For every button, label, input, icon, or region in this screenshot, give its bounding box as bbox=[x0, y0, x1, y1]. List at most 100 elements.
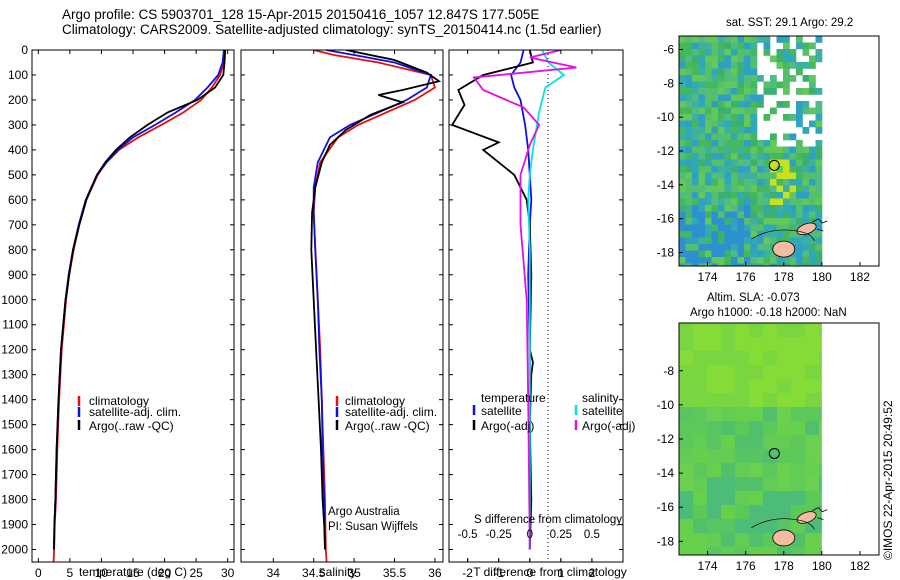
sla-map-xticks: 174 176 178 180 182 bbox=[698, 551, 870, 573]
sst-map-cell bbox=[705, 244, 712, 251]
sst-map-cell bbox=[789, 166, 797, 173]
sst-map-cell bbox=[783, 81, 790, 89]
sst-map-cell bbox=[698, 211, 706, 219]
sst-map-xtick-label: 180 bbox=[812, 270, 832, 284]
temperature-ytick-label: 600 bbox=[8, 193, 28, 207]
sst-map-cell bbox=[783, 133, 790, 141]
sla-map-cell bbox=[707, 463, 722, 478]
sla-map-cell bbox=[805, 449, 820, 464]
sla-map-cell bbox=[791, 477, 806, 492]
sst-map-cell bbox=[783, 159, 790, 167]
sst-map-cell bbox=[685, 42, 693, 50]
sst-map-cell bbox=[698, 49, 706, 56]
sst-map-cell bbox=[789, 49, 797, 56]
sst-map-cell bbox=[770, 192, 777, 199]
sst-map-cell bbox=[763, 198, 771, 206]
sst-map-cell bbox=[796, 172, 803, 180]
sla-map-cell bbox=[777, 463, 792, 478]
sst-map-cell bbox=[724, 224, 732, 232]
sla-map-cell bbox=[735, 533, 750, 548]
figure-title-line2: Climatology: CARS2009. Satellite-adjuste… bbox=[62, 22, 602, 37]
sst-map-cell bbox=[737, 68, 745, 76]
sst-map-cell bbox=[724, 94, 732, 102]
sst-map-cell bbox=[685, 257, 693, 264]
sst-map-xtick-label: 182 bbox=[850, 270, 870, 284]
temperature-frame bbox=[31, 49, 235, 563]
sst-map-cell bbox=[750, 159, 758, 167]
sst-map-cell bbox=[685, 172, 693, 180]
sla-map-cell bbox=[679, 407, 694, 422]
sst-map-cell bbox=[815, 36, 823, 43]
sla-map-cell bbox=[819, 351, 822, 366]
sst-map-cell bbox=[750, 237, 758, 245]
sst-map-cell bbox=[685, 75, 693, 82]
sst-map-cell bbox=[711, 257, 719, 264]
sst-map-cell bbox=[815, 140, 823, 147]
salinity-annotation-line2: PI: Susan Wijffels bbox=[328, 521, 418, 533]
sst-map-cell bbox=[802, 42, 810, 50]
sst-map-cell bbox=[809, 166, 816, 173]
sst-map-cell bbox=[789, 205, 797, 212]
sst-map-cell bbox=[763, 36, 771, 43]
sst-map-cell bbox=[750, 81, 758, 89]
sst-map-cell bbox=[698, 198, 706, 206]
sla-map-cell bbox=[791, 351, 806, 366]
sst-map-cell bbox=[724, 192, 732, 199]
sst-map-cell bbox=[737, 88, 745, 95]
sla-map-cell bbox=[707, 337, 722, 352]
sst-map-cell bbox=[783, 205, 790, 212]
difference-top-xlabel: S difference from climatology bbox=[474, 514, 622, 526]
sla-map-cell bbox=[735, 477, 750, 492]
sla-map-cell bbox=[679, 533, 694, 548]
sst-map-cell bbox=[796, 159, 803, 167]
salinity-xlabel: salinity bbox=[320, 565, 357, 579]
sst-map-cell bbox=[783, 231, 790, 238]
sst-map-cell bbox=[744, 153, 751, 160]
sst-map-cell bbox=[724, 153, 732, 160]
sst-map-cell bbox=[718, 75, 725, 82]
sst-map-cell bbox=[731, 231, 738, 238]
sst-map-cell bbox=[692, 55, 699, 63]
sst-map-cell bbox=[737, 101, 745, 108]
sst-map-cell bbox=[789, 263, 797, 266]
sla-map-cell bbox=[679, 421, 694, 436]
difference-top-xtick-label: -0.5 bbox=[458, 529, 478, 541]
sla-map-cell bbox=[763, 337, 778, 352]
sst-map-cell bbox=[724, 140, 732, 147]
sla-map-xtick-label: 178 bbox=[774, 559, 794, 573]
sst-map-cell bbox=[750, 231, 758, 238]
sst-map-cell bbox=[770, 198, 777, 206]
sst-map-cell bbox=[737, 257, 745, 264]
difference-legend-s-satellite: satellite bbox=[582, 404, 623, 418]
salinity-xtick-label: 34.5 bbox=[302, 566, 326, 580]
sst-map-cell bbox=[705, 250, 712, 258]
sst-map-cell bbox=[783, 192, 790, 199]
sla-map-ytick-label: -12 bbox=[657, 432, 675, 446]
sla-map-cell bbox=[693, 337, 708, 352]
sst-map-cell bbox=[796, 211, 803, 219]
sla-map-xtick-label: 176 bbox=[736, 559, 756, 573]
sst-map-cell bbox=[796, 146, 803, 154]
sst-map-cell bbox=[802, 49, 810, 56]
sst-map-cell bbox=[809, 146, 816, 154]
sla-map-cell bbox=[679, 547, 694, 555]
sst-map-cell bbox=[783, 68, 790, 76]
sla-map-cell bbox=[749, 351, 764, 366]
sst-map-cell bbox=[692, 62, 699, 69]
temperature-xtick-label: 15 bbox=[126, 566, 140, 580]
sla-map-cell bbox=[791, 449, 806, 464]
sst-map-cell bbox=[744, 127, 751, 134]
sst-map-cell bbox=[711, 218, 719, 225]
sst-map-cell bbox=[776, 166, 784, 173]
sla-map-cell bbox=[679, 477, 694, 492]
sla-map-cell bbox=[707, 449, 722, 464]
sst-map-cell bbox=[750, 101, 758, 108]
sst-map-cell bbox=[692, 75, 699, 82]
sla-map-cell bbox=[735, 435, 750, 450]
sst-map-cell bbox=[776, 36, 784, 43]
salinity-legend-satellite: satellite-adj. clim. bbox=[345, 405, 437, 419]
sst-map-cell bbox=[815, 114, 823, 121]
salinity-xticks: 34 34.5 35 35.5 36 bbox=[267, 50, 442, 580]
sst-map-cell bbox=[770, 250, 777, 258]
sst-map-cell bbox=[692, 179, 699, 186]
